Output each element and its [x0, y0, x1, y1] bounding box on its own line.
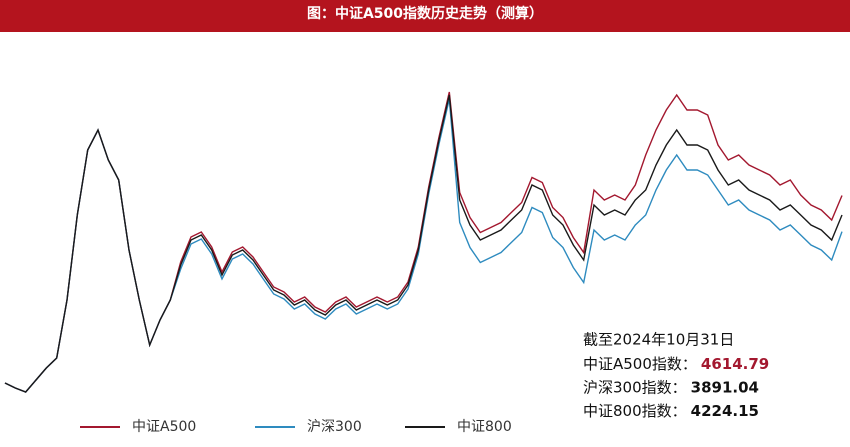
- annotation-line: 沪深300指数： 3891.04: [583, 378, 759, 396]
- annotation-label: 沪深300指数：: [583, 378, 687, 396]
- legend-label: 中证800: [457, 419, 512, 435]
- legend-label: 中证A500: [132, 419, 196, 435]
- annotation-date: 截至2024年10月31日: [583, 331, 734, 349]
- annotation-value: 4224.15: [691, 402, 759, 420]
- annotation-line: 中证800指数： 4224.15: [583, 402, 759, 420]
- annotation-label: 中证800指数：: [583, 402, 687, 420]
- chart-title: 图：中证A500指数历史走势（测算）: [307, 5, 543, 22]
- series-line: [4, 94, 843, 393]
- annotation-value: 3891.04: [691, 378, 759, 396]
- annotation-value: 4614.79: [701, 355, 769, 373]
- annotation-line: 中证A500指数： 4614.79: [583, 355, 769, 373]
- legend-label: 沪深300: [307, 419, 362, 435]
- annotation-label: 中证A500指数：: [583, 355, 697, 373]
- title-banner: [0, 0, 850, 32]
